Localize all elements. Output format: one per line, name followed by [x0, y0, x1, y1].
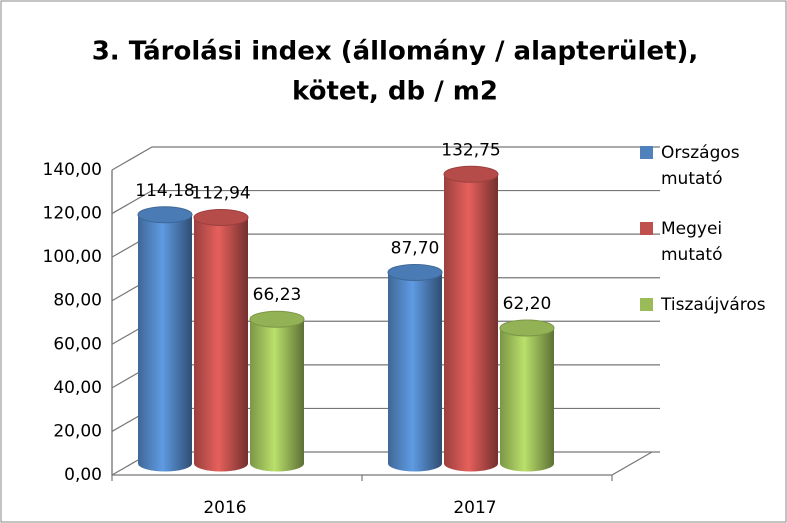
grid-line: [111, 146, 660, 171]
data-label: 132,75: [441, 140, 500, 160]
legend-swatch: [640, 298, 653, 311]
legend-item: Országos mutató: [640, 140, 780, 192]
bar: [138, 214, 192, 472]
y-tick-label: 60,00: [53, 334, 102, 354]
bar-top: [443, 165, 499, 183]
bar: [388, 272, 442, 472]
bar-top: [499, 319, 555, 337]
data-label: 62,20: [503, 294, 552, 314]
chart-title: 3. Tárolási index (állomány / alapterüle…: [92, 37, 699, 67]
legend-item: Tiszaújváros: [640, 292, 780, 318]
chart-title: kötet, db / m2: [292, 77, 498, 107]
legend-label: Tiszaújváros: [661, 295, 766, 315]
data-label: 87,70: [391, 238, 440, 258]
y-tick-label: 0,00: [64, 465, 102, 485]
legend-swatch: [640, 222, 653, 235]
y-tick-label: 100,00: [43, 247, 102, 267]
bar-top: [193, 208, 249, 226]
data-label: 112,94: [191, 183, 250, 203]
bar: [500, 327, 554, 472]
bar: [250, 319, 304, 472]
x-tick-label: 2016: [203, 498, 246, 518]
bar-top: [387, 263, 443, 281]
y-tick-label: 120,00: [43, 204, 102, 224]
bar-top: [249, 310, 305, 328]
bar: [444, 174, 498, 472]
y-tick-label: 80,00: [53, 291, 102, 311]
legend-swatch: [640, 146, 653, 159]
x-tick-label: 2017: [453, 498, 496, 518]
y-tick-label: 140,00: [43, 160, 102, 180]
bar: [194, 217, 248, 472]
data-label: 114,18: [135, 181, 194, 201]
legend-label: Megyei mutató: [661, 219, 723, 265]
y-tick-label: 20,00: [53, 421, 102, 441]
y-tick-label: 40,00: [53, 378, 102, 398]
bar-top: [137, 206, 193, 224]
legend-label: Országos mutató: [661, 143, 740, 189]
legend-item: Megyei mutató: [640, 216, 780, 268]
data-label: 66,23: [253, 285, 302, 305]
